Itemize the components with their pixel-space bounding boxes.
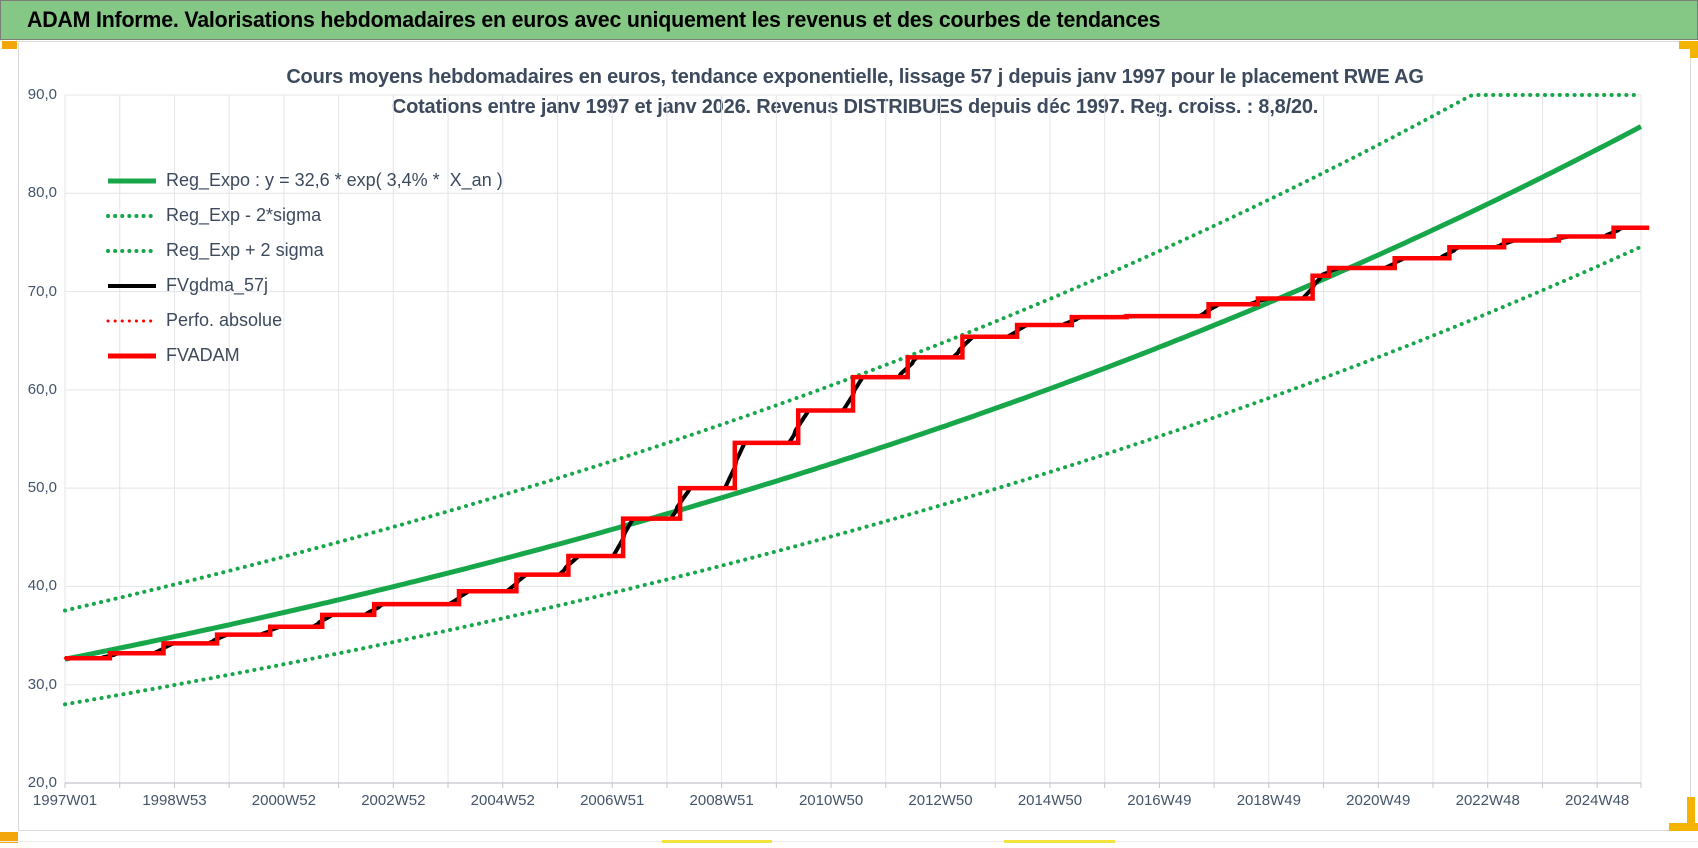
x-axis-label: 2008W51 [689, 792, 754, 809]
series-reg-exp-minus-2sigma [63, 244, 1643, 707]
x-axis-label: 2010W50 [798, 792, 864, 809]
y-axis-label: 90,0 [27, 85, 57, 103]
legend-label: Reg_Exp + 2 sigma [166, 240, 324, 260]
y-axis: 20,0 30,0 40,0 50,0 60,0 70,0 80,0 90,0 [0, 0, 57, 848]
legend-swatch-dots [106, 213, 158, 218]
legend-item[interactable]: Reg_Expo : y = 32,6 * exp( 3,4% * X_an ) [106, 163, 503, 198]
x-axis-label: 2024W48 [1565, 792, 1630, 809]
series-reg-expo [64, 124, 1643, 662]
y-axis-label: 20,0 [27, 774, 57, 791]
y-axis-label: 80,0 [27, 184, 57, 202]
selection-handle-bottom-right-h[interactable] [1669, 823, 1698, 831]
legend-swatch-solid [108, 283, 156, 288]
y-axis-label: 30,0 [27, 675, 57, 693]
x-axis-label: 2012W50 [908, 792, 973, 809]
y-axis-label: 60,0 [27, 380, 57, 398]
legend-item[interactable]: Perfo. absolue [106, 303, 503, 338]
legend-swatch-dots [106, 248, 158, 253]
x-axis-label: 2000W52 [251, 792, 316, 809]
x-axis-label: 2004W52 [470, 792, 535, 809]
legend-label: Perfo. absolue [166, 310, 283, 330]
legend-label: FVgdma_57j [166, 275, 269, 295]
selection-handle-bottom-left[interactable] [0, 832, 18, 843]
y-axis-label: 40,0 [27, 577, 57, 595]
x-axis-label: 1998W53 [142, 792, 207, 809]
legend-label: Reg_Exp - 2*sigma [166, 205, 322, 225]
x-axis-label: 1997W01 [32, 792, 98, 809]
cell-highlight-underline-2 [1004, 840, 1115, 843]
x-axis-label: 2022W48 [1455, 792, 1520, 809]
x-axis-label: 2014W50 [1017, 792, 1083, 809]
row-divider-line [0, 841, 1698, 842]
legend-item[interactable]: Reg_Exp - 2*sigma [106, 198, 503, 233]
legend-item[interactable]: FVgdma_57j [106, 268, 503, 303]
cell-highlight-underline-1 [662, 840, 772, 843]
legend-label: Reg_Expo : y = 32,6 * exp( 3,4% * X_an ) [166, 170, 503, 190]
legend-label: FVADAM [166, 345, 240, 365]
x-axis-label: 2018W49 [1236, 792, 1301, 809]
legend-swatch-solid [108, 178, 156, 183]
legend-item[interactable]: Reg_Exp + 2 sigma [106, 233, 503, 268]
x-axis-label: 2006W51 [580, 792, 645, 809]
sheet-title-bar: ADAM Informe. Valorisations hebdomadaire… [0, 0, 1698, 40]
chart-object-frame[interactable] [18, 41, 1691, 831]
chart-title-line-2: Cotations entre janv 1997 et janv 2026. … [391, 96, 1319, 118]
series-fvadam [65, 225, 1650, 661]
chart-title: Cours moyens hebdomadaires en euros, ten… [160, 62, 1550, 122]
selection-handle-top-right-h[interactable] [1679, 41, 1698, 49]
x-axis-label: 2016W49 [1127, 792, 1192, 809]
chart-legend: Reg_Expo : y = 32,6 * exp( 3,4% * X_an )… [106, 163, 503, 373]
legend-swatch-solid [108, 353, 156, 358]
y-axis-label: 50,0 [27, 479, 57, 497]
y-axis-label: 70,0 [27, 282, 57, 300]
legend-swatch-dots [106, 319, 158, 322]
sheet-title: ADAM Informe. Valorisations hebdomadaire… [27, 7, 1161, 32]
legend-item[interactable]: FVADAM [106, 338, 503, 373]
x-axis: 1997W01 1998W53 2000W52 2002W52 2004W52 2006W… [0, 792, 1698, 814]
x-axis-label: 2020W49 [1346, 792, 1411, 809]
selection-handle-bottom-right-v[interactable] [1687, 797, 1695, 831]
x-axis-label: 2002W52 [361, 792, 426, 809]
selection-handle-top-left[interactable] [2, 41, 17, 49]
selection-handle-top-right-v[interactable] [1690, 41, 1698, 58]
chart-title-line-1: Cours moyens hebdomadaires en euros, ten… [286, 66, 1424, 88]
